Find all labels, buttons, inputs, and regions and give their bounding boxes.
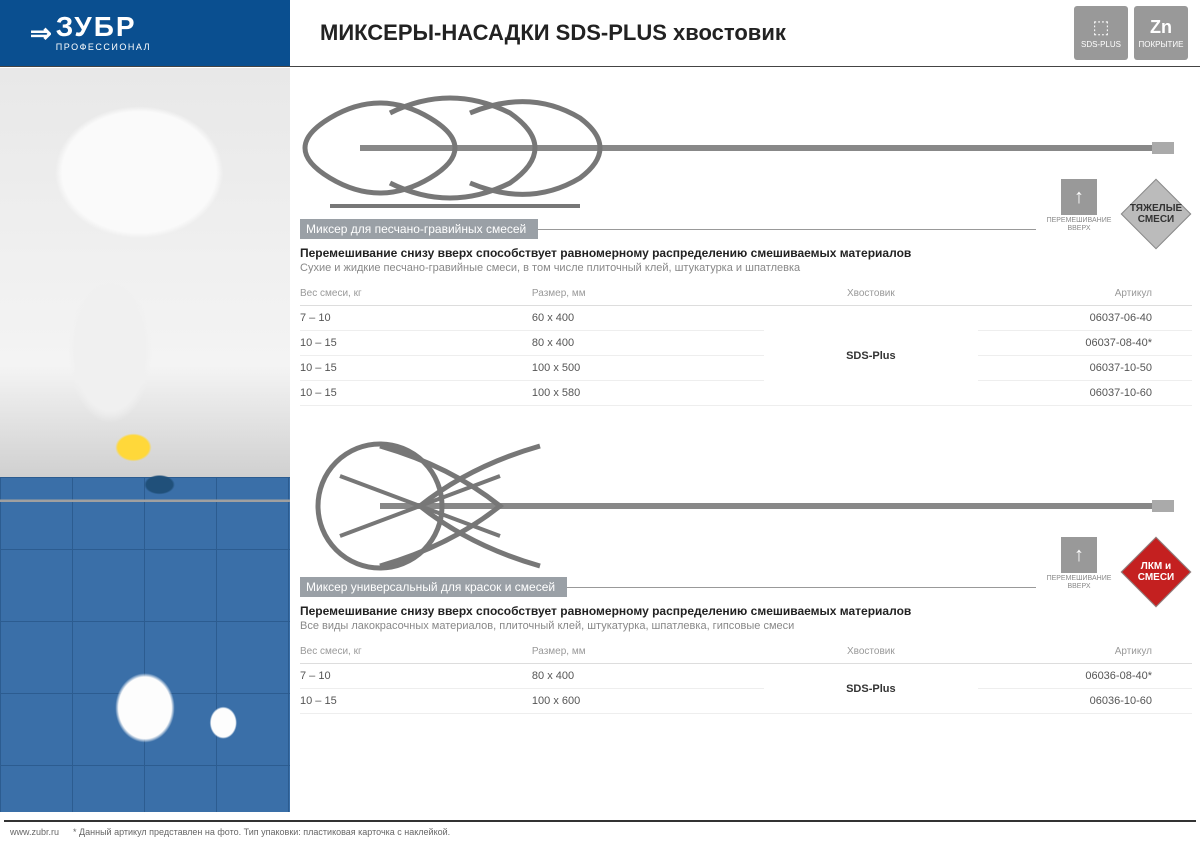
- badge-label: SDS-PLUS: [1081, 40, 1121, 49]
- diamond-text: ТЯЖЕЛЫЕ СМЕСИ: [1130, 203, 1182, 225]
- arrow-label: ПЕРЕМЕШИВАНИЕ ВВЕРХ: [1047, 217, 1112, 232]
- heavy-mix-badge: ТЯЖЕЛЫЕ СМЕСИ: [1120, 178, 1192, 250]
- col-weight: Вес смеси, кг: [300, 642, 532, 664]
- col-shank: Хвостовик: [764, 642, 978, 664]
- table-row: 7 – 1080 x 400 SDS-Plus 06036-08-40*: [300, 664, 1192, 689]
- brand-name: ЗУБР: [56, 14, 151, 39]
- mixer-image-2: [300, 426, 1192, 576]
- table-row: 10 – 1580 x 40006037-08-40*: [300, 331, 1192, 356]
- col-weight: Вес смеси, кг: [300, 284, 532, 306]
- mixer-image-1: [300, 68, 1192, 218]
- header: ⇒ ЗУБР ПРОФЕССИОНАЛ МИКСЕРЫ-НАСАДКИ SDS-…: [0, 0, 1200, 66]
- section2-sub: Все виды лакокрасочных материалов, плито…: [300, 620, 1192, 632]
- col-size: Размер, мм: [532, 642, 764, 664]
- header-rule: [0, 66, 1200, 67]
- logo-arrows-icon: ⇒: [30, 18, 48, 49]
- badge-sds-plus: ⬚ SDS-PLUS: [1074, 6, 1128, 60]
- col-article: Артикул: [978, 284, 1192, 306]
- badge-label: ПОКРЫТИЕ: [1138, 40, 1183, 49]
- page-title: МИКСЕРЫ-НАСАДКИ SDS-PLUS хвостовик: [320, 20, 786, 46]
- paint-mix-badge: ЛКМ и СМЕСИ: [1120, 536, 1192, 608]
- arrow-label: ПЕРЕМЕШИВАНИЕ ВВЕРХ: [1047, 575, 1112, 590]
- top-badges: ⬚ SDS-PLUS Zn ПОКРЫТИЕ: [1074, 0, 1200, 66]
- col-shank: Хвостовик: [764, 284, 978, 306]
- table-row: 10 – 15100 x 60006036-10-60: [300, 689, 1192, 714]
- badge-zn: Zn ПОКРЫТИЕ: [1134, 6, 1188, 60]
- paddle-mixer-icon: [300, 436, 1180, 576]
- section1-sub: Сухие и жидкие песчано-гравийные смеси, …: [300, 262, 1192, 274]
- section1-heading: Миксер для песчано-гравийных смесей: [300, 219, 538, 239]
- footer-url: www.zubr.ru: [10, 827, 59, 837]
- section1-table: Вес смеси, кг Размер, мм Хвостовик Артик…: [300, 284, 1192, 406]
- table-row: 10 – 15100 x 50006037-10-50: [300, 356, 1192, 381]
- side-photo: [0, 68, 290, 812]
- section1-bar: Миксер для песчано-гравийных смесей ↑ ПЕ…: [300, 218, 1192, 240]
- sds-shank-icon: ⬚: [1092, 17, 1109, 38]
- badge-zn-text: Zn: [1150, 17, 1172, 38]
- col-article: Артикул: [978, 642, 1192, 664]
- footer-note: * Данный артикул представлен на фото. Ти…: [73, 827, 450, 837]
- section2-bar: Миксер универсальный для красок и смесей…: [300, 576, 1192, 598]
- diamond-text: ЛКМ и СМЕСИ: [1138, 561, 1175, 583]
- table-row: 7 – 1060 x 400 SDS-Plus 06037-06-40: [300, 306, 1192, 331]
- shank-cell: SDS-Plus: [764, 306, 978, 406]
- footer: www.zubr.ru * Данный артикул представлен…: [4, 820, 1196, 842]
- shank-cell: SDS-Plus: [764, 664, 978, 714]
- table-row: 10 – 15100 x 58006037-10-60: [300, 381, 1192, 406]
- brand-logo: ⇒ ЗУБР ПРОФЕССИОНАЛ: [0, 0, 290, 66]
- content: Миксер для песчано-гравийных смесей ↑ ПЕ…: [300, 68, 1192, 812]
- section2-heading: Миксер универсальный для красок и смесей: [300, 577, 567, 597]
- spiral-mixer-icon: [300, 78, 1180, 218]
- brand-sub: ПРОФЕССИОНАЛ: [56, 42, 151, 52]
- section2-table: Вес смеси, кг Размер, мм Хвостовик Артик…: [300, 642, 1192, 714]
- col-size: Размер, мм: [532, 284, 764, 306]
